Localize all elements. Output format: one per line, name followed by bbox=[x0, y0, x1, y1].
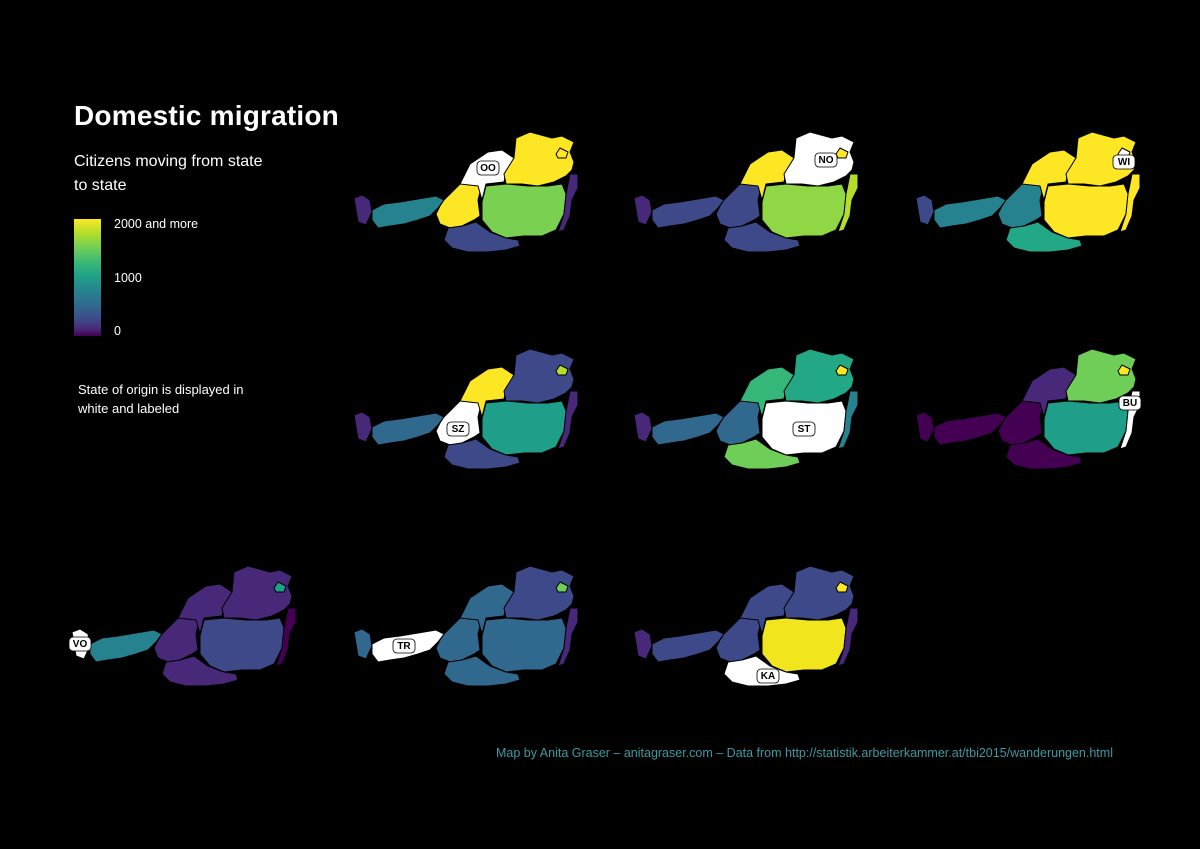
state-wi bbox=[273, 581, 287, 593]
state-bu bbox=[1119, 173, 1141, 233]
origin-label: WI bbox=[1118, 157, 1130, 168]
subtitle: Citizens moving from state to state bbox=[74, 153, 263, 194]
origin-label-badge: WI bbox=[1112, 154, 1136, 170]
origin-label-badge: VO bbox=[68, 636, 92, 652]
austria-map-origin-no: NO bbox=[633, 131, 859, 253]
state-tr bbox=[651, 629, 725, 663]
state-wi bbox=[835, 147, 849, 159]
state-vo bbox=[633, 411, 653, 443]
state-wi bbox=[555, 364, 569, 376]
credit-line: Map by Anita Graser – anitagraser.com – … bbox=[496, 746, 1113, 760]
state-tr bbox=[651, 412, 725, 446]
origin-label-badge: KA bbox=[756, 668, 780, 684]
state-no bbox=[221, 565, 293, 621]
state-st bbox=[481, 400, 567, 456]
state-vo bbox=[915, 411, 935, 443]
state-st bbox=[199, 617, 285, 673]
austria-map-origin-bu: BU bbox=[915, 348, 1142, 470]
state-st bbox=[1043, 183, 1129, 239]
austria-map-origin-vo: VO bbox=[68, 565, 297, 687]
state-ka bbox=[1005, 438, 1083, 470]
austria-map-origin-ka: KA bbox=[633, 565, 859, 687]
austria-map-origin-sz: SZ bbox=[353, 348, 579, 470]
origin-label: SZ bbox=[452, 424, 465, 435]
austria-map-origin-wi: WI bbox=[915, 131, 1141, 253]
legend-mid-label: 1000 bbox=[114, 271, 142, 285]
state-wi bbox=[835, 364, 849, 376]
state-bu bbox=[837, 390, 859, 450]
state-vo bbox=[633, 628, 653, 660]
state-vo bbox=[353, 194, 373, 226]
state-tr bbox=[651, 195, 725, 229]
origin-label-badge: ST bbox=[792, 421, 816, 437]
state-ka bbox=[1005, 221, 1083, 253]
state-no bbox=[783, 348, 855, 404]
legend-min-label: 0 bbox=[114, 324, 121, 338]
page-title: Domestic migration bbox=[74, 100, 339, 131]
state-st bbox=[1043, 400, 1129, 456]
state-bu bbox=[275, 607, 297, 667]
austria-map-origin-st: ST bbox=[633, 348, 859, 470]
state-ka bbox=[723, 221, 801, 253]
origin-label-badge: BU bbox=[1118, 395, 1142, 411]
origin-label-badge: NO bbox=[814, 152, 838, 168]
origin-label: TR bbox=[397, 641, 411, 652]
austria-map-origin-oo: OO bbox=[353, 131, 579, 253]
state-bu bbox=[837, 173, 859, 233]
state-bu bbox=[557, 173, 579, 233]
state-ka bbox=[443, 438, 521, 470]
origin-label: KA bbox=[761, 671, 775, 682]
state-wi bbox=[835, 581, 849, 593]
origin-note: State of origin is displayed in white an… bbox=[78, 382, 244, 416]
legend-color-ramp bbox=[74, 219, 101, 336]
state-bu bbox=[557, 390, 579, 450]
state-wi bbox=[1117, 364, 1131, 376]
state-no bbox=[503, 565, 575, 621]
origin-label-badge: TR bbox=[392, 638, 416, 654]
origin-label-badge: SZ bbox=[446, 421, 470, 437]
austria-map-origin-tr: TR bbox=[353, 565, 579, 687]
state-ka bbox=[443, 655, 521, 687]
state-wi bbox=[555, 581, 569, 593]
state-vo bbox=[353, 411, 373, 443]
state-no bbox=[783, 565, 855, 621]
state-no bbox=[503, 348, 575, 404]
origin-label-badge: OO bbox=[476, 160, 500, 176]
state-bu bbox=[837, 607, 859, 667]
state-vo bbox=[353, 628, 373, 660]
state-tr bbox=[933, 412, 1007, 446]
state-ka bbox=[723, 438, 801, 470]
state-tr bbox=[89, 629, 163, 663]
origin-label: OO bbox=[480, 163, 496, 174]
state-ka bbox=[443, 221, 521, 253]
state-st bbox=[481, 617, 567, 673]
origin-label: ST bbox=[798, 424, 811, 435]
state-no bbox=[503, 131, 575, 187]
state-vo bbox=[633, 194, 653, 226]
state-wi bbox=[555, 147, 569, 159]
origin-label: NO bbox=[819, 155, 834, 166]
legend-max-label: 2000 and more bbox=[114, 217, 199, 231]
origin-label: BU bbox=[1123, 398, 1137, 409]
state-st bbox=[481, 183, 567, 239]
state-st bbox=[761, 617, 847, 673]
state-ka bbox=[161, 655, 239, 687]
origin-label: VO bbox=[73, 639, 88, 650]
state-tr bbox=[371, 412, 445, 446]
state-tr bbox=[933, 195, 1007, 229]
state-tr bbox=[371, 195, 445, 229]
state-st bbox=[761, 183, 847, 239]
state-no bbox=[1065, 348, 1137, 404]
state-bu bbox=[557, 607, 579, 667]
state-vo bbox=[915, 194, 935, 226]
